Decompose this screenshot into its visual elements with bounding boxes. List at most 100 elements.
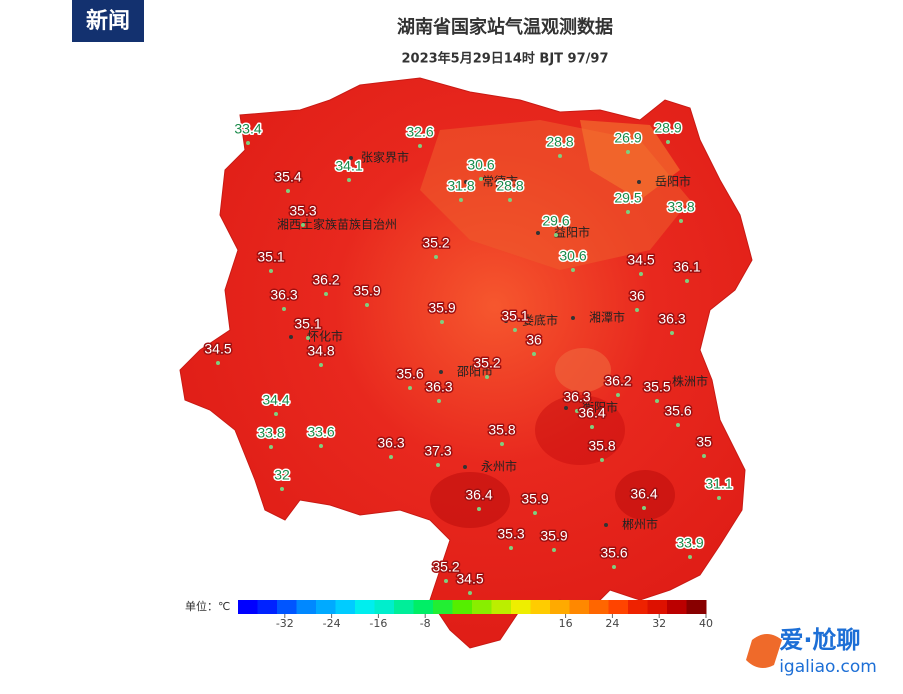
title: 湖南省国家站气温观测数据 xyxy=(397,16,613,38)
station-dot xyxy=(509,546,513,550)
station-dot xyxy=(600,458,604,462)
colorbar-swatch xyxy=(628,600,648,614)
station-value: 31.8 xyxy=(447,178,474,194)
station-value: 36.3 xyxy=(658,311,685,327)
city-label: 衡阳市 xyxy=(582,400,618,415)
station-value: 35.2 xyxy=(422,235,449,251)
logo: 新闻 xyxy=(86,8,130,34)
station-value: 36.4 xyxy=(578,405,605,421)
station-value: 36.3 xyxy=(377,435,404,451)
city-dot xyxy=(564,406,568,410)
colorbar-swatch xyxy=(413,600,434,614)
station-dot xyxy=(616,393,620,397)
station-dot xyxy=(642,506,646,510)
city-label: 湘潭市 xyxy=(589,310,625,325)
colorbar-tick-label: 40 xyxy=(699,617,713,630)
station-value: 33.9 xyxy=(676,535,703,551)
colorbar-tick-label: -16 xyxy=(369,617,387,630)
station-dot xyxy=(440,320,444,324)
colorbar-swatch xyxy=(511,600,531,614)
station-value: 33.4 xyxy=(234,121,261,137)
station-dot xyxy=(437,399,441,403)
hot-region xyxy=(430,472,510,528)
city-label: 张家界市 xyxy=(361,150,409,165)
colorbar-swatch xyxy=(569,600,590,614)
colorbar-swatch xyxy=(335,600,356,614)
colorbar-swatch xyxy=(296,600,317,614)
watermark-icon xyxy=(746,634,782,669)
station-dot xyxy=(626,210,630,214)
station-value: 35.3 xyxy=(289,203,316,219)
station-dot xyxy=(612,565,616,569)
station-value: 35.6 xyxy=(664,403,691,419)
watermark-name: 爱·尬聊 xyxy=(779,626,860,654)
station-value: 32.6 xyxy=(406,124,433,140)
station-value: 32 xyxy=(274,467,290,483)
colorbar-tick-label: 24 xyxy=(605,617,619,630)
station-dot xyxy=(717,496,721,500)
station-dot xyxy=(670,331,674,335)
station-value: 35.6 xyxy=(396,366,423,382)
station-dot xyxy=(590,425,594,429)
hot-spot xyxy=(555,348,611,392)
station-value: 33.8 xyxy=(667,199,694,215)
station-dot xyxy=(269,445,273,449)
station-value: 36.3 xyxy=(425,379,452,395)
colorbar-swatch xyxy=(589,600,609,614)
colorbar-swatch xyxy=(667,600,687,614)
subtitle: 2023年5月29日14时 BJT 97/97 xyxy=(401,51,608,67)
station-value: 30.6 xyxy=(559,248,586,264)
station-value: 35 xyxy=(696,434,712,450)
watermark-url: igaliao.com xyxy=(779,657,877,677)
hot-region xyxy=(535,395,625,465)
station-value: 28.9 xyxy=(654,120,681,136)
station-value: 36.1 xyxy=(673,259,700,275)
station-dot xyxy=(513,328,517,332)
station-value: 28.8 xyxy=(546,134,573,150)
station-dot xyxy=(635,308,639,312)
station-dot xyxy=(479,177,483,181)
station-dot xyxy=(533,511,537,515)
station-dot xyxy=(436,463,440,467)
station-value: 35.9 xyxy=(428,300,455,316)
station-value: 35.2 xyxy=(432,559,459,575)
city-dot xyxy=(349,156,353,160)
station-dot xyxy=(347,178,351,182)
city-label: 湘西土家族苗族自治州 xyxy=(277,217,397,232)
colorbar-swatch xyxy=(238,600,258,614)
city-dot xyxy=(289,335,293,339)
station-value: 35.1 xyxy=(501,308,528,324)
station-dot xyxy=(444,579,448,583)
city-label: 常德市 xyxy=(482,174,518,189)
station-value: 29.6 xyxy=(542,213,569,229)
station-value: 36 xyxy=(526,332,542,348)
station-dot xyxy=(434,255,438,259)
station-value: 36.3 xyxy=(563,389,590,405)
hot-region xyxy=(615,470,675,520)
city-dot xyxy=(463,465,467,469)
colorbar: -32 -24 -16 -8 16 24 32 40 xyxy=(238,600,713,630)
station-dot xyxy=(282,307,286,311)
colorbar-tick-label: -24 xyxy=(323,617,341,630)
station-dot xyxy=(688,555,692,559)
station-dot xyxy=(418,144,422,148)
station-value: 30.6 xyxy=(467,157,494,173)
city-dot xyxy=(654,380,658,384)
station-dot xyxy=(626,150,630,154)
colorbar-swatch xyxy=(316,600,336,614)
colorbar-swatch xyxy=(374,600,395,614)
station-dot xyxy=(685,279,689,283)
station-dot xyxy=(280,487,284,491)
station-dot xyxy=(666,140,670,144)
station-value: 35.5 xyxy=(643,379,670,395)
city-dot xyxy=(504,319,508,323)
colorbar-tick-label: 32 xyxy=(652,617,666,630)
station-dot xyxy=(554,233,558,237)
station-dot xyxy=(676,423,680,427)
station-value: 35.4 xyxy=(274,169,301,185)
city-dot xyxy=(604,523,608,527)
city-label: 岳阳市 xyxy=(655,174,691,189)
colorbar-swatch xyxy=(257,600,278,614)
station-dot xyxy=(319,444,323,448)
station-dot xyxy=(274,412,278,416)
